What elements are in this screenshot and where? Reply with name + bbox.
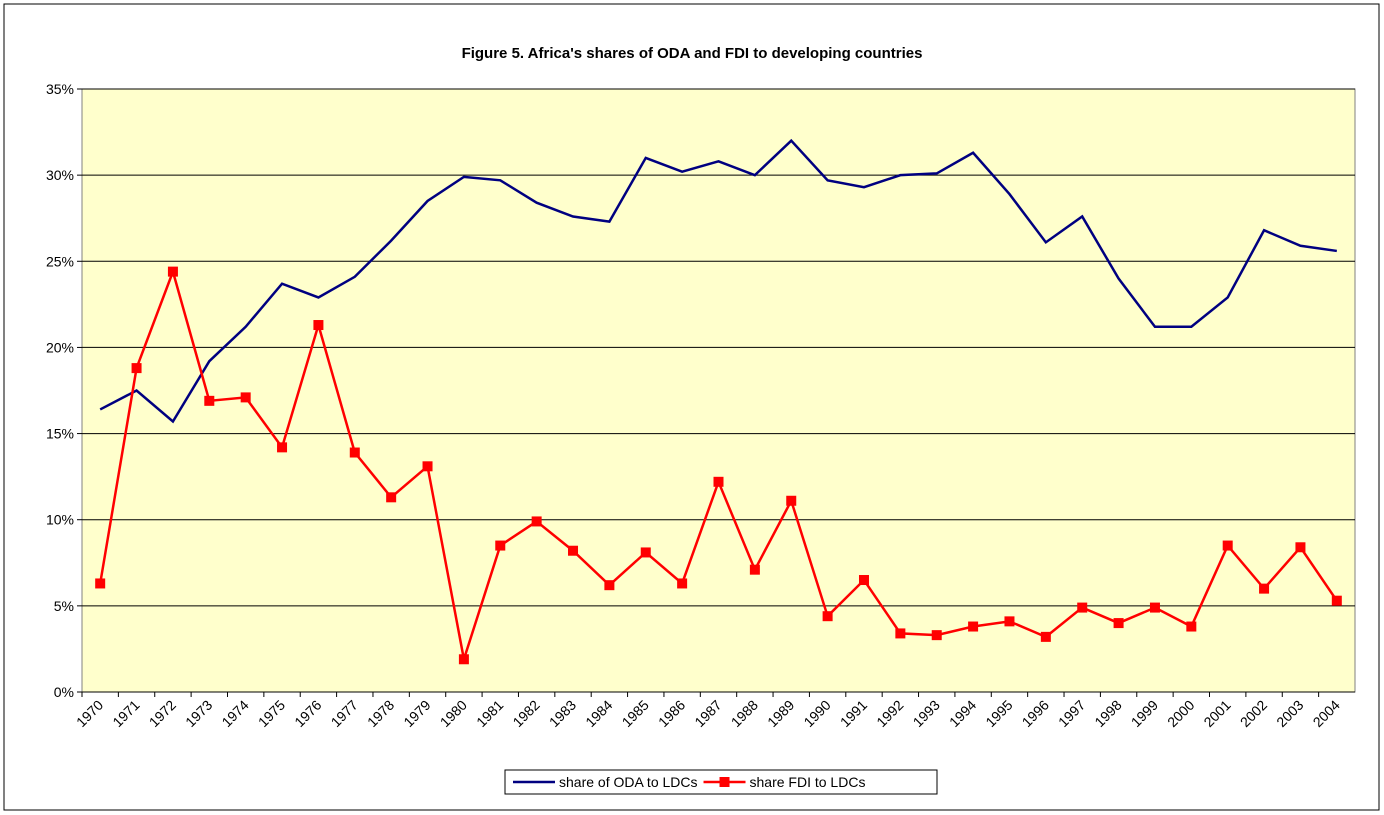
marker [640,547,651,558]
marker [1113,618,1124,629]
marker [931,630,942,641]
y-tick-label: 20% [46,339,74,355]
marker [1295,542,1306,553]
y-tick-label: 5% [54,598,74,614]
y-tick-label: 25% [46,253,74,269]
marker [240,392,251,403]
marker [1004,616,1015,627]
marker [822,611,833,622]
marker [1149,602,1160,613]
marker [277,442,288,453]
marker [858,575,869,586]
marker [968,621,979,632]
marker [786,495,797,506]
y-tick-label: 0% [54,684,74,700]
y-tick-label: 15% [46,426,74,442]
marker [1040,631,1051,642]
y-tick-label: 35% [46,81,74,97]
marker [1331,595,1342,606]
marker [531,516,542,527]
marker [1222,540,1233,551]
marker [386,492,397,503]
y-tick-label: 30% [46,167,74,183]
marker [95,578,106,589]
y-tick-label: 10% [46,512,74,528]
marker [313,320,324,331]
plot-area [81,88,1356,693]
legend-marker [719,777,730,787]
series-line [99,138,1337,424]
marker [1259,583,1270,594]
marker [204,395,215,406]
marker [495,540,506,551]
marker [458,654,469,665]
marker [749,564,760,575]
marker [131,363,142,374]
chart-title: Figure 5. Africa's shares of ODA and FDI… [462,45,923,62]
marker [167,266,178,277]
marker [677,578,688,589]
marker [713,476,724,487]
marker [895,628,906,639]
marker [568,545,579,556]
marker [349,447,360,458]
legend-label: share FDI to LDCs [750,774,866,790]
marker [1077,602,1088,613]
marker [422,461,433,472]
marker [604,580,615,591]
marker [1186,621,1197,632]
legend-label: share of ODA to LDCs [559,774,698,790]
